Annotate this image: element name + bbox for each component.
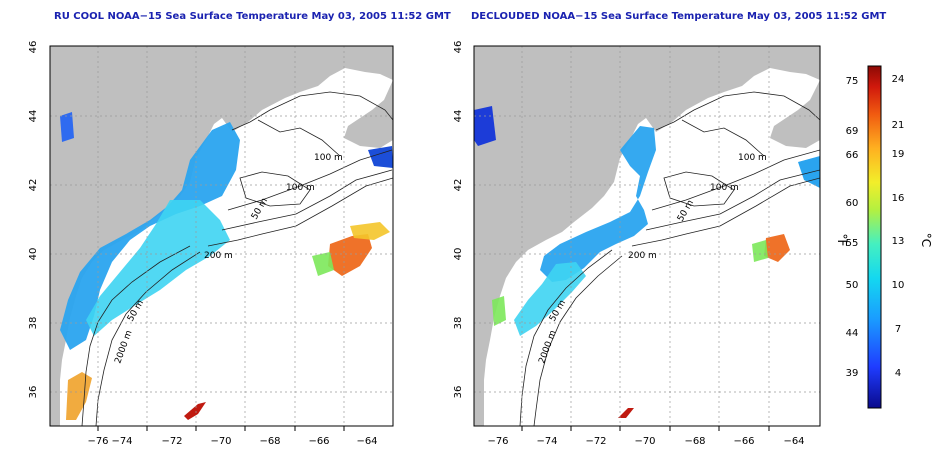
lon-tick-label: −72 [585,436,606,447]
lon-tick-label: −70 [634,436,655,447]
left-lat-axis: 36 38 40 42 44 46 [28,41,39,399]
sst-cool-patch [86,200,230,336]
lon-tick-label: −74 [111,436,132,447]
sst-cold-patch [540,126,656,282]
sst-scotian-patch [798,156,820,188]
sst-hot-spot [184,402,206,420]
f-tick-label: 50 [846,280,859,291]
sst-green-patch [752,240,768,262]
lat-tick-label: 40 [28,248,39,261]
sst-warm-patch [764,234,790,262]
contour-label: 100 m [738,153,767,163]
contour-label: 100 m [314,153,343,163]
lon-tick-label: −66 [733,436,754,447]
graticule [50,46,393,426]
c-tick-label: 19 [892,149,905,160]
c-tick-label: 16 [892,193,905,204]
lat-tick-label: 46 [453,41,464,54]
f-tick-label: 60 [846,198,859,209]
lon-tick-label: −76 [487,436,508,447]
left-sst-map: 100 m 100 m 50 m 200 m 50 m 2000 m −76 −… [28,41,394,447]
right-sst-map: 100 m 100 m 50 m 200 m 50 m 2000 m −76 −… [453,41,821,447]
sst-gulf-maine-patch [60,112,74,142]
right-map-title: DECLOUDED NOAA−15 Sea Surface Temperatur… [471,11,887,22]
nova-scotia [770,80,820,148]
sst-green-patch [312,252,334,276]
contour-label: 200 m [628,251,657,261]
f-tick-label: 69 [846,126,859,137]
lat-tick-label: 36 [453,386,464,399]
celsius-scale: 24 21 19 16 13 10 7 4 [892,74,905,379]
lat-tick-label: 44 [28,110,39,123]
f-tick-label: 39 [846,368,859,379]
contour-label: 200 m [204,251,233,261]
lat-tick-label: 36 [28,386,39,399]
colorbar-gradient [867,65,882,409]
lon-tick-label: −68 [684,436,705,447]
lon-tick-label: −76 [87,436,108,447]
lat-tick-label: 42 [28,179,39,192]
fahrenheit-unit-label: °F [835,234,849,247]
lon-tick-label: −66 [308,436,329,447]
c-tick-label: 13 [892,236,905,247]
sst-nearshore-south [492,296,506,326]
lat-tick-label: 46 [28,41,39,54]
lon-tick-label: −70 [210,436,231,447]
lat-tick-label: 42 [453,179,464,192]
lon-tick-label: −64 [783,436,804,447]
land-mass [474,46,820,426]
bathymetry-contours [519,91,820,426]
right-lon-axis: −76 −74 −72 −70 −68 −66 −64 [487,426,805,447]
lat-tick-label: 38 [28,317,39,330]
sst-warm-patch [328,234,372,276]
c-tick-label: 10 [892,280,905,291]
contour-label: 100 m [286,183,315,193]
temperature-colorbar: 75 69 66 60 55 50 44 39 24 21 19 16 13 1… [835,65,933,409]
sst-cold-patch [60,122,240,350]
lon-tick-label: −64 [356,436,377,447]
c-tick-label: 24 [892,74,905,85]
right-lat-axis: 36 38 40 42 44 46 [453,41,464,399]
lat-tick-label: 44 [453,110,464,123]
graticule [474,46,820,426]
lon-tick-label: −72 [161,436,182,447]
bathymetry-contours [81,91,393,426]
contour-label: 100 m [710,183,739,193]
lon-tick-label: −68 [259,436,280,447]
f-tick-label: 55 [846,238,859,249]
lon-tick-label: −74 [536,436,557,447]
celsius-unit-label: °C [919,233,933,247]
sst-hot-spot [618,408,634,418]
c-tick-label: 21 [892,120,905,131]
sst-warm-fringe [350,222,390,240]
sst-cool-patch [514,262,586,336]
nova-scotia [344,80,393,148]
left-lon-axis: −76 −74 −72 −70 −68 −66 −64 [87,426,378,447]
c-tick-label: 4 [895,368,901,379]
f-tick-label: 75 [846,76,859,87]
f-tick-label: 44 [846,328,859,339]
sst-gulf-maine-patch [474,106,496,146]
left-map-title: RU COOL NOAA−15 Sea Surface Temperature … [54,11,451,22]
fahrenheit-scale: 75 69 66 60 55 50 44 39 [846,76,859,379]
c-tick-label: 7 [895,324,901,335]
lat-tick-label: 38 [453,317,464,330]
f-tick-label: 66 [846,150,859,161]
lat-tick-label: 40 [453,248,464,261]
land-mass [50,46,393,426]
